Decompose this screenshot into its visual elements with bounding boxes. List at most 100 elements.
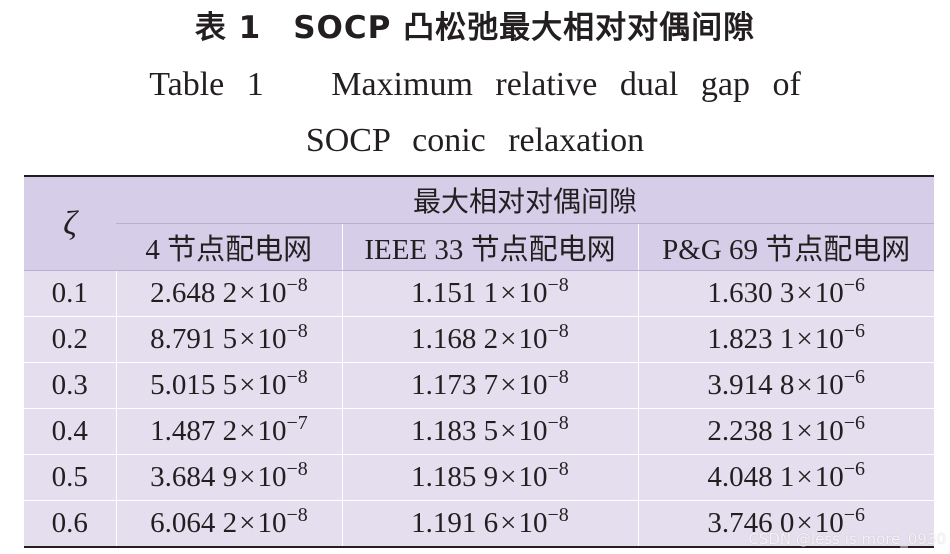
mantissa: 3.746 0 bbox=[707, 507, 795, 539]
times-symbol: × bbox=[500, 369, 517, 401]
gap-value-cell: 1.168 2×10−8 bbox=[341, 316, 638, 363]
gap-value-cell: 1.183 5×10−8 bbox=[341, 408, 638, 455]
zeta-value: 0.5 bbox=[24, 454, 116, 501]
times-symbol: × bbox=[796, 323, 813, 355]
mantissa: 3.914 8 bbox=[707, 369, 795, 401]
zeta-value: 0.3 bbox=[24, 362, 116, 409]
exponent: −8 bbox=[547, 274, 569, 296]
mantissa: 2.238 1 bbox=[707, 415, 795, 447]
base: 10 bbox=[814, 369, 844, 401]
exponent: −6 bbox=[843, 504, 866, 526]
zeta-value: 0.4 bbox=[24, 408, 116, 455]
dual-gap-table: ζ 最大相对对偶间隙 4 节点配电网 IEEE 33 节点配电网 P&G 69 … bbox=[24, 175, 934, 548]
watermark: CSDN @less is more_0930 bbox=[748, 530, 946, 548]
times-symbol: × bbox=[239, 415, 256, 447]
exponent: −6 bbox=[843, 274, 866, 296]
gap-value-cell: 1.487 2×10−7 bbox=[115, 408, 342, 455]
mantissa: 1.183 5 bbox=[411, 415, 499, 447]
exponent: −8 bbox=[547, 504, 569, 526]
base: 10 bbox=[257, 277, 287, 309]
times-symbol: × bbox=[239, 461, 256, 493]
times-symbol: × bbox=[500, 323, 517, 355]
base: 10 bbox=[257, 415, 287, 447]
gap-value-cell: 1.823 1×10−6 bbox=[637, 316, 934, 363]
gap-value-cell: 2.648 2×10−8 bbox=[115, 270, 342, 317]
column-header-pg-69-node: P&G 69 节点配电网 bbox=[637, 223, 934, 271]
mantissa: 1.630 3 bbox=[707, 277, 795, 309]
times-symbol: × bbox=[500, 415, 517, 447]
base: 10 bbox=[814, 415, 844, 447]
base: 10 bbox=[257, 507, 287, 539]
base: 10 bbox=[814, 507, 844, 539]
zeta-value: 0.2 bbox=[24, 316, 116, 363]
base: 10 bbox=[518, 507, 548, 539]
base: 10 bbox=[814, 277, 844, 309]
table-row: 0.3 5.015 5×10−8 1.173 7×10−8 3.914 8×10−6 bbox=[24, 362, 934, 409]
times-symbol: × bbox=[239, 369, 256, 401]
exponent: −8 bbox=[286, 366, 308, 388]
exponent: −8 bbox=[547, 320, 569, 342]
times-symbol: × bbox=[796, 507, 813, 539]
gap-value-cell: 3.746 0×10−6 bbox=[637, 500, 934, 547]
zeta-value: 0.6 bbox=[24, 500, 116, 547]
base: 10 bbox=[814, 461, 844, 493]
group-header: 最大相对对偶间隙 bbox=[116, 176, 934, 224]
exponent: −6 bbox=[843, 458, 866, 480]
column-header-ieee-33-node: IEEE 33 节点配电网 bbox=[341, 223, 638, 271]
gap-value-cell: 2.238 1×10−6 bbox=[637, 408, 934, 455]
exponent: −8 bbox=[286, 458, 308, 480]
gap-value-cell: 6.064 2×10−8 bbox=[115, 500, 342, 547]
times-symbol: × bbox=[239, 507, 256, 539]
times-symbol: × bbox=[500, 461, 517, 493]
mantissa: 2.648 2 bbox=[150, 277, 238, 309]
gap-value-cell: 5.015 5×10−8 bbox=[115, 362, 342, 409]
table-row: 0.6 6.064 2×10−8 1.191 6×10−8 3.746 0×10−6 bbox=[24, 500, 934, 547]
table-row: 0.5 3.684 9×10−8 1.185 9×10−8 4.048 1×10−6 bbox=[24, 454, 934, 501]
exponent: −8 bbox=[286, 504, 308, 526]
base: 10 bbox=[518, 369, 548, 401]
exponent: −6 bbox=[843, 366, 866, 388]
mantissa: 1.173 7 bbox=[411, 369, 499, 401]
exponent: −8 bbox=[547, 412, 569, 434]
mantissa: 1.185 9 bbox=[411, 461, 499, 493]
exponent: −8 bbox=[286, 320, 308, 342]
base: 10 bbox=[518, 415, 548, 447]
times-symbol: × bbox=[500, 277, 517, 309]
mantissa: 3.684 9 bbox=[150, 461, 238, 493]
gap-value-cell: 1.630 3×10−6 bbox=[637, 270, 934, 317]
table-row: 0.2 8.791 5×10−8 1.168 2×10−8 1.823 1×10−6 bbox=[24, 316, 934, 363]
base: 10 bbox=[257, 369, 287, 401]
times-symbol: × bbox=[239, 323, 256, 355]
times-symbol: × bbox=[796, 369, 813, 401]
exponent: −6 bbox=[843, 412, 866, 434]
mantissa: 8.791 5 bbox=[150, 323, 238, 355]
mantissa: 5.015 5 bbox=[150, 369, 238, 401]
base: 10 bbox=[257, 323, 287, 355]
table-title-chinese: 表 1 SOCP 凸松弛最大相对对偶间隙 bbox=[194, 10, 756, 46]
exponent: −8 bbox=[547, 366, 569, 388]
times-symbol: × bbox=[796, 277, 813, 309]
times-symbol: × bbox=[796, 415, 813, 447]
table-title-english-line1: Table 1 Maximum relative dual gap of bbox=[149, 66, 801, 103]
mantissa: 1.168 2 bbox=[411, 323, 499, 355]
table-header: ζ 最大相对对偶间隙 4 节点配电网 IEEE 33 节点配电网 P&G 69 … bbox=[24, 176, 934, 271]
table-row: 0.4 1.487 2×10−7 1.183 5×10−8 2.238 1×10−6 bbox=[24, 408, 934, 455]
gap-value-cell: 1.191 6×10−8 bbox=[341, 500, 638, 547]
exponent: −8 bbox=[547, 458, 569, 480]
mantissa: 1.151 1 bbox=[411, 277, 499, 309]
gap-value-cell: 8.791 5×10−8 bbox=[115, 316, 342, 363]
gap-value-cell: 4.048 1×10−6 bbox=[637, 454, 934, 501]
base: 10 bbox=[257, 461, 287, 493]
mantissa: 1.487 2 bbox=[150, 415, 238, 447]
gap-value-cell: 3.684 9×10−8 bbox=[115, 454, 342, 501]
times-symbol: × bbox=[239, 277, 256, 309]
gap-value-cell: 1.151 1×10−8 bbox=[341, 270, 638, 317]
exponent: −6 bbox=[843, 320, 866, 342]
zeta-header: ζ bbox=[24, 176, 116, 271]
times-symbol: × bbox=[796, 461, 813, 493]
gap-value-cell: 3.914 8×10−6 bbox=[637, 362, 934, 409]
exponent: −7 bbox=[286, 412, 308, 434]
dual-gap-table-container: ζ 最大相对对偶间隙 4 节点配电网 IEEE 33 节点配电网 P&G 69 … bbox=[24, 175, 934, 548]
times-symbol: × bbox=[500, 507, 517, 539]
zeta-value: 0.1 bbox=[51, 277, 88, 309]
